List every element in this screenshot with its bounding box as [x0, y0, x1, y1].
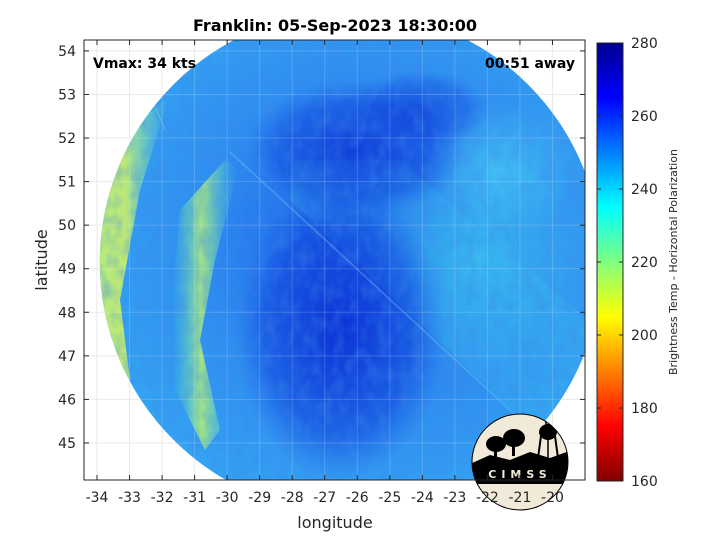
x-tick-label: -22: [476, 490, 499, 506]
x-tick-label: -29: [248, 490, 271, 506]
cimss-logo: CIMSS: [471, 413, 569, 511]
colorbar-tick-label: 180: [631, 401, 658, 417]
logo-text: CIMSS: [488, 468, 551, 481]
x-tick-label: -31: [183, 490, 206, 506]
x-tick-label: -34: [86, 490, 109, 506]
x-tick-label: -24: [411, 490, 434, 506]
x-axis-ticks: -34 -33 -32 -31 -30 -29 -28 -27 -26 -25 -24 -23 -22-…: [86, 40, 564, 506]
colorbar-tick-label: 240: [631, 182, 658, 198]
y-tick-label: 52: [58, 131, 76, 147]
colorbar-ticks: 160 180 200 220 240 260 280: [597, 36, 658, 490]
colorbar-tick-label: 160: [631, 474, 658, 490]
y-tick-label: 51: [58, 175, 76, 191]
colorbar-tick-label: 200: [631, 328, 658, 344]
colorbar: 160 180 200 220 240 260 280 Brightness Temp - …: [596, 36, 680, 490]
y-tick-label: 53: [58, 87, 76, 103]
x-tick-label: -21: [508, 490, 531, 506]
x-tick-label: -20: [541, 490, 564, 506]
time-away-annotation: 00:51 away: [485, 56, 575, 72]
y-tick-label: 45: [58, 436, 76, 452]
y-axis-label: latitude: [32, 229, 51, 290]
gridlines-overlay: [84, 40, 585, 480]
colorbar-label: Brightness Temp - Horizontal Polarizatio…: [667, 149, 680, 375]
colorbar-tick-label: 280: [631, 36, 658, 52]
x-tick-label: -33: [118, 490, 141, 506]
x-tick-label: -26: [346, 490, 369, 506]
y-tick-label: 54: [58, 44, 76, 60]
x-tick-label: -27: [313, 490, 336, 506]
x-tick-label: -23: [443, 490, 466, 506]
y-tick-label: 50: [58, 218, 76, 234]
colorbar-tick-label: 260: [631, 109, 658, 125]
x-axis-label: longitude: [297, 513, 372, 532]
y-tick-label: 49: [58, 262, 76, 278]
x-tick-label: -28: [281, 490, 304, 506]
y-tick-label: 46: [58, 392, 76, 408]
y-tick-label: 48: [58, 305, 76, 321]
chart-title: Franklin: 05-Sep-2023 18:30:00: [193, 16, 477, 35]
axes-frame: [83, 39, 586, 481]
y-tick-label: 47: [58, 349, 76, 365]
x-tick-label: -32: [151, 490, 174, 506]
y-axis-ticks: 45 46 47 48 49 50 51 52 53 54: [58, 44, 585, 452]
colorbar-tick-label: 220: [631, 255, 658, 271]
x-tick-label: -30: [216, 490, 239, 506]
vmax-annotation: Vmax: 34 kts: [93, 56, 196, 72]
x-tick-label: -25: [378, 490, 401, 506]
brightness-temp-swath: [99, 40, 585, 480]
